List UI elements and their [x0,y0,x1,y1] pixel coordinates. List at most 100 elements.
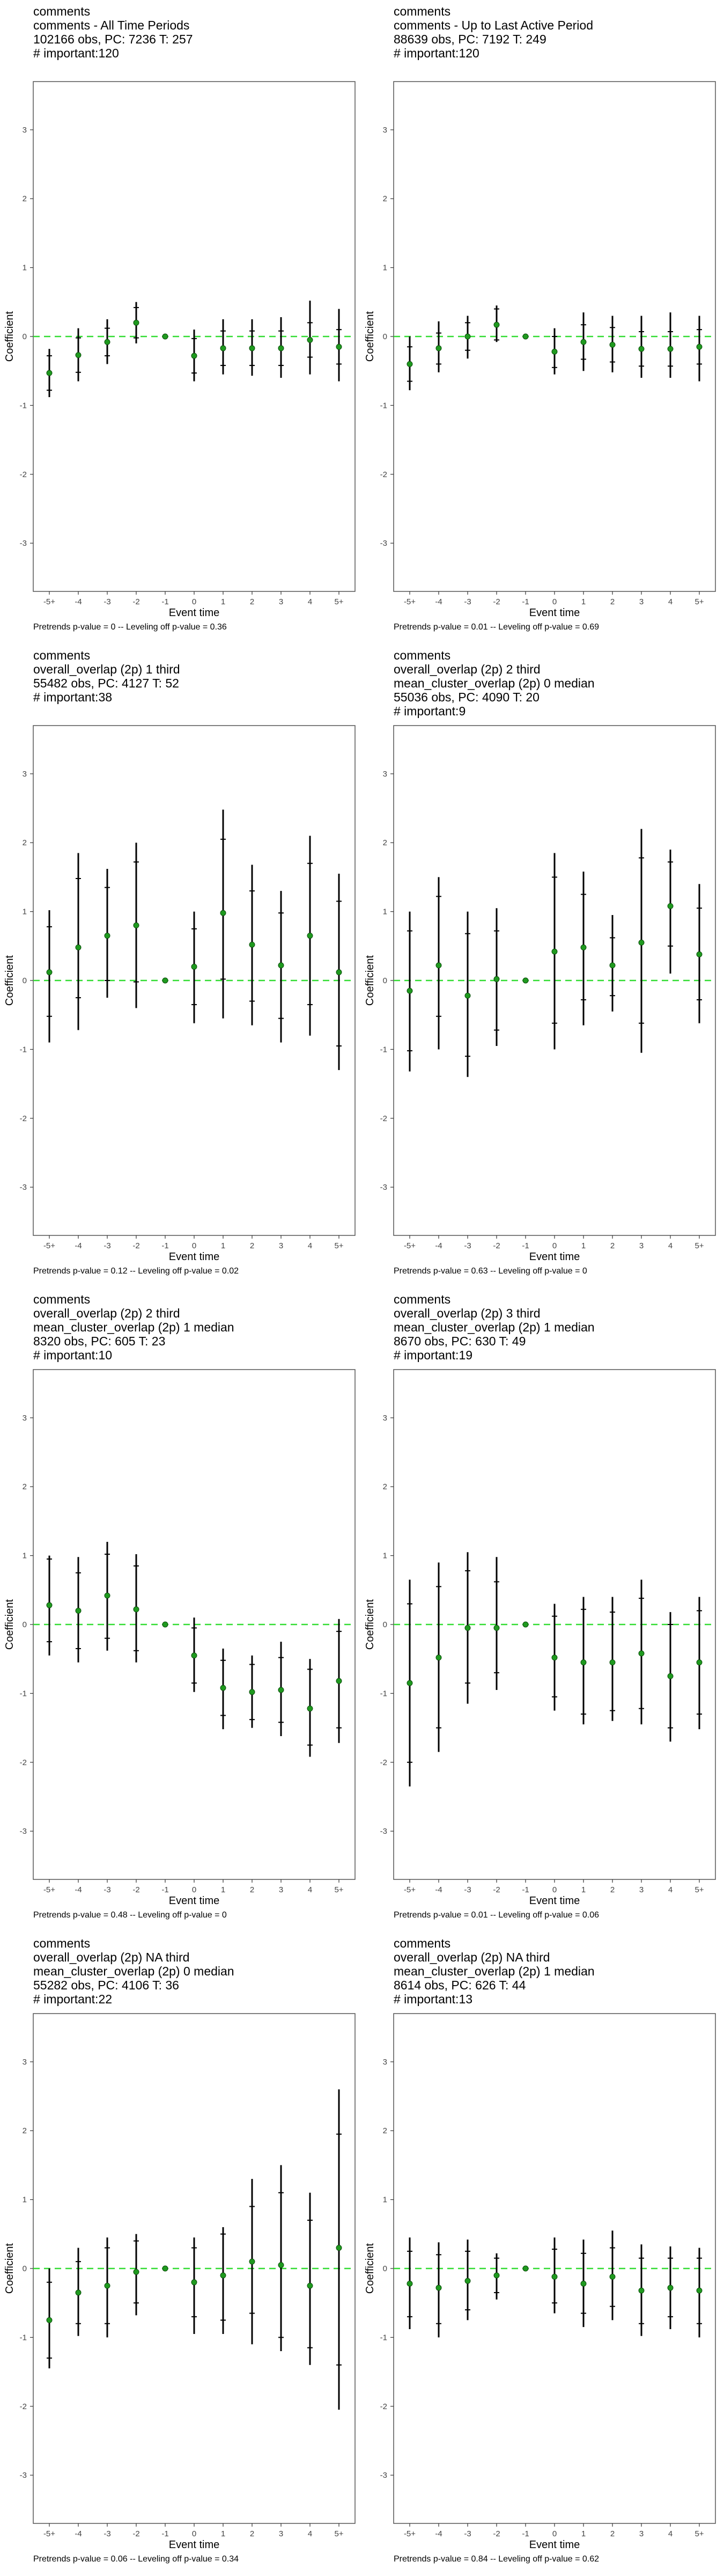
chart-panel: comments comments - Up to Last Active Per… [360,0,716,644]
x-tick-label: 1 [581,2529,586,2538]
y-tick-label: -3 [20,1183,27,1192]
coefficient-point [220,2272,226,2279]
y-axis-label: Coefficient [4,1599,16,1650]
x-tick-label: -2 [493,2529,500,2538]
chart-title-line: # important:38 [33,690,113,704]
x-tick-label: -4 [75,1885,82,1894]
y-tick-label: 2 [383,838,387,847]
x-tick-label: 1 [221,1241,225,1250]
chart-title: comments comments - Up to Last Active Per… [394,4,593,60]
coefficient-point [162,977,168,984]
coefficient-point [493,1624,500,1631]
y-tick-label: -1 [20,1045,27,1054]
coefficient-point [46,969,53,976]
coefficient-point [104,1592,110,1599]
x-tick-label: -3 [464,2529,471,2538]
x-tick-label: 4 [308,1241,312,1250]
chart-title: comments overall_overlap (2p) 1 third 5548… [33,648,180,704]
coefficient-point [638,346,645,352]
coefficient-point [609,341,616,348]
y-tick-label: 0 [383,976,387,985]
x-tick-label: -5+ [404,2529,416,2538]
chart-title-line: mean_cluster_overlap (2p) 1 median [394,1964,595,1978]
x-tick-label: -3 [464,597,471,606]
chart-title-line: # important:13 [394,1992,473,2006]
coefficient-point [551,348,558,355]
y-tick-label: 2 [383,1482,387,1491]
pvalue-footnote: Pretrends p-value = 0 -- Leveling off p-… [33,623,227,632]
chart-plot: -3 -2 -1 0 1 2 3 -5+ -4 -3 -2 -1 0 1 2 3 4 5+ Event time Co… [364,81,716,619]
x-tick-label: 2 [250,597,254,606]
chart-panel: comments overall_overlap (2p) 2 third mean… [0,1288,356,1932]
y-tick-label: 1 [383,908,387,917]
chart-plot: -3 -2 -1 0 1 2 3 -5+ -4 -3 -2 -1 0 1 2 3 4 5+ Event time Co… [364,1369,716,1907]
x-tick-label: 2 [250,2529,254,2538]
coefficient-point [435,2285,442,2291]
x-tick-label: 0 [192,1885,196,1894]
x-tick-label: 0 [192,597,196,606]
coefficient-point [407,987,413,994]
chart-title-line: comments [33,1292,91,1306]
x-tick-label: 1 [581,597,586,606]
coefficient-point [75,352,82,358]
x-tick-label: -5+ [404,1885,416,1894]
pvalue-footnote: Pretrends p-value = 0.84 -- Leveling off… [394,2555,600,2564]
chart-title: comments overall_overlap (2p) 2 third mean… [394,648,595,718]
chart-panel: comments overall_overlap (2p) 2 third mean… [360,644,716,1288]
y-tick-label: -2 [380,2402,387,2411]
y-tick-label: 1 [23,2196,27,2205]
y-axis-label: Coefficient [4,2243,16,2294]
y-tick-label: 2 [383,2126,387,2135]
x-tick-label: 4 [668,2529,673,2538]
chart-title-line: comments [394,648,451,662]
coefficient-point [191,1652,197,1659]
coefficient-point [133,319,139,326]
chart-title-line: 55482 obs, PC: 4127 T: 52 [33,676,179,690]
coefficient-point [104,2282,110,2289]
y-tick-label: 3 [383,1414,387,1423]
y-tick-label: 0 [23,332,27,341]
pvalue-footnote: Pretrends p-value = 0.63 -- Leveling off… [394,1267,587,1276]
coefficient-point [133,2268,139,2275]
x-axis-label: Event time [169,607,219,619]
y-tick-label: 1 [383,2196,387,2205]
x-tick-label: 1 [221,2529,225,2538]
coefficient-point [551,1655,558,1661]
chart-title-line: overall_overlap (2p) 1 third [33,662,180,676]
y-tick-label: -3 [380,1183,387,1192]
x-tick-label: -3 [104,597,110,606]
coefficient-point [162,1621,168,1628]
coefficient-point [249,345,255,352]
coefficient-point [307,933,313,939]
chart-title-line: # important:9 [394,704,466,718]
coefficient-point [580,2280,587,2287]
coefficient-point [493,2272,500,2279]
x-tick-label: 2 [250,1241,254,1250]
chart-title-line: 8670 obs, PC: 630 T: 49 [394,1334,526,1348]
x-tick-label: -1 [161,1241,168,1250]
coefficient-point [464,1624,471,1631]
chart-title-line: comments [394,1936,451,1950]
y-tick-label: 1 [23,264,27,273]
y-tick-label: -3 [380,1827,387,1836]
coefficient-point [696,1659,703,1666]
y-tick-label: -2 [380,1114,387,1123]
coefficient-point [435,1655,442,1661]
coefficient-point [336,343,342,350]
chart-title-line: 55282 obs, PC: 4106 T: 36 [33,1978,179,1992]
chart-title-line: # important:10 [33,1348,113,1362]
coefficient-point [551,948,558,955]
y-tick-label: 1 [383,1552,387,1561]
chart-title-line: mean_cluster_overlap (2p) 0 median [394,676,595,690]
x-tick-label: 2 [610,597,615,606]
coefficient-point [638,2287,645,2294]
x-tick-label: -5+ [43,2529,55,2538]
y-tick-label: -3 [380,539,387,548]
pvalue-footnote: Pretrends p-value = 0.12 -- Leveling off… [33,1267,239,1276]
chart-title-line: 8614 obs, PC: 626 T: 44 [394,1978,526,1992]
coefficient-point [522,2265,529,2272]
coefficient-point [667,346,674,352]
x-axis-label: Event time [529,1895,580,1907]
x-tick-label: -2 [132,1885,139,1894]
x-tick-label: 3 [279,2529,283,2538]
